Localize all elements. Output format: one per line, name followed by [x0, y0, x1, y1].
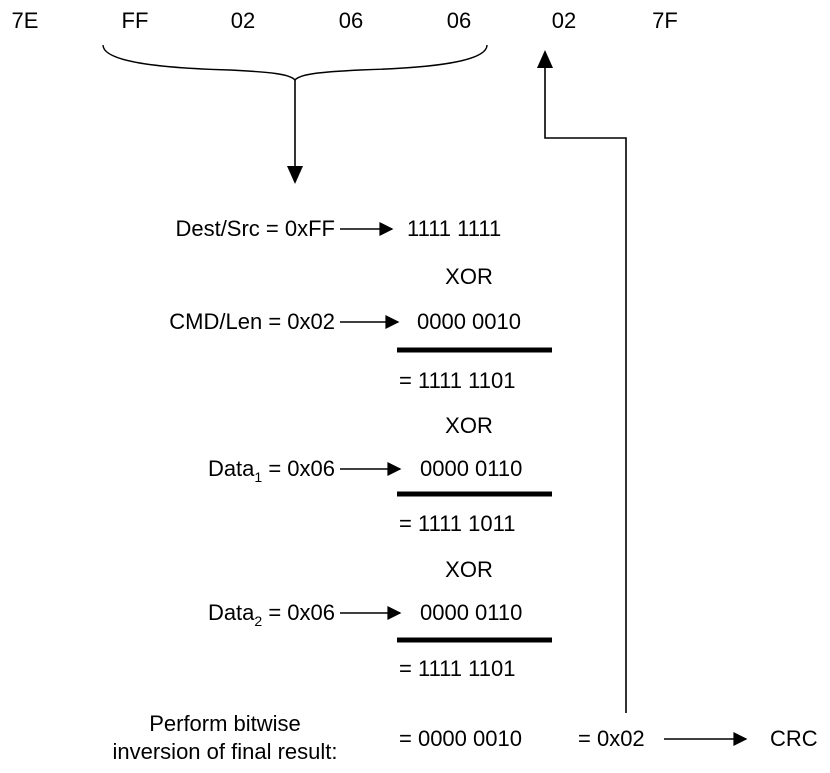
- cmd-len-label: CMD/Len = 0x02: [169, 309, 335, 334]
- inverted-hex: = 0x02: [578, 726, 645, 751]
- data2-value: 0000 0110: [420, 600, 523, 625]
- dest-src-value: 1111 1111: [407, 216, 502, 241]
- crc-feedback-arrowhead: [537, 50, 553, 68]
- inverted-result: = 0000 0010: [399, 726, 522, 751]
- frame-byte-start: 7E: [11, 8, 39, 33]
- xor-label-1: XOR: [445, 264, 493, 289]
- inversion-caption-line1: Perform bitwise: [149, 711, 301, 736]
- frame-byte-end: 7F: [652, 8, 678, 33]
- group-brace: [102, 44, 488, 82]
- frame-byte-crc: 02: [551, 8, 577, 33]
- crc-feedback-line: [544, 60, 627, 713]
- xor-label-3: XOR: [445, 557, 493, 582]
- data1-value: 0000 0110: [420, 456, 523, 481]
- dest-src-label: Dest/Src = 0xFF: [175, 216, 335, 241]
- xor-result-2: = 1111 1011: [399, 511, 516, 536]
- inversion-caption: Perform bitwise inversion of final resul…: [80, 710, 370, 766]
- inversion-caption-line2: inversion of final result:: [112, 739, 338, 764]
- frame-byte-dest-src: FF: [121, 8, 149, 33]
- frame-byte-cmd-len: 02: [230, 8, 256, 33]
- data1-label: Data1 = 0x06: [207, 456, 335, 485]
- cmd-len-value: 0000 0010: [417, 309, 521, 334]
- xor-result-3: = 1111 1101: [399, 656, 516, 681]
- xor-result-1: = 1111 1101: [399, 368, 516, 393]
- brace-down-arrowhead: [287, 166, 303, 184]
- data2-label: Data2 = 0x06: [207, 600, 335, 629]
- frame-byte-data1: 06: [338, 8, 364, 33]
- frame-byte-data2: 06: [446, 8, 472, 33]
- xor-label-2: XOR: [445, 413, 493, 438]
- crc-label: CRC: [770, 726, 818, 751]
